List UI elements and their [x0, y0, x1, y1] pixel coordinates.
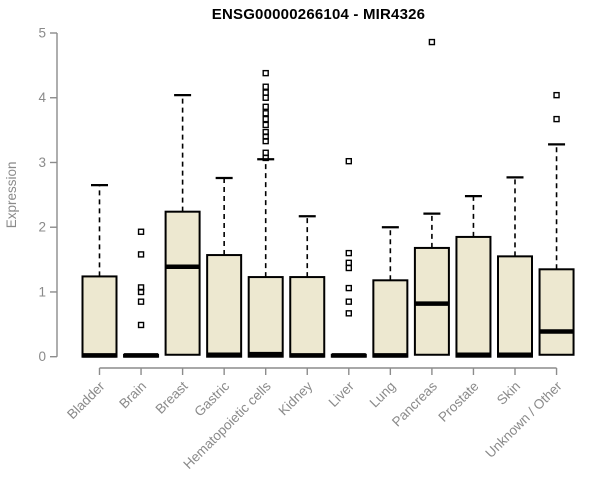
outlier-point	[345, 249, 352, 257]
outlier-point	[137, 284, 145, 291]
chart-title: ENSG00000266104 - MIR4326	[211, 6, 426, 23]
y-tick-label: 2	[38, 220, 46, 235]
box-group-unknown-other	[538, 91, 575, 356]
box-rect	[413, 246, 450, 356]
y-tick-label: 4	[38, 90, 46, 105]
outlier-point	[137, 228, 145, 235]
box-rect	[206, 254, 243, 358]
x-tick-label-liver: Liver	[326, 378, 358, 410]
x-tick-label-brain: Brain	[116, 379, 149, 412]
box-rect	[372, 279, 409, 358]
x-tick-label-breast: Breast	[153, 378, 191, 416]
box-group-gastric	[206, 176, 243, 358]
x-tick-label-pancreas: Pancreas	[389, 378, 440, 429]
outlier-point	[262, 110, 269, 117]
box-rect	[497, 255, 533, 358]
outlier-point	[262, 121, 269, 129]
y-tick-label: 3	[38, 155, 46, 170]
box-group-brain	[123, 228, 160, 358]
outlier-point	[553, 115, 560, 123]
box-rect	[164, 210, 201, 356]
box-rect	[538, 268, 575, 356]
y-tick-label: 1	[38, 284, 46, 299]
box-rect	[247, 276, 284, 358]
box-group-skin	[497, 176, 533, 358]
x-tick-label-kidney: Kidney	[276, 378, 316, 418]
y-tick-label: 0	[38, 349, 46, 364]
outlier-point	[345, 310, 352, 317]
outlier-point	[262, 115, 269, 123]
box-group-lung	[372, 226, 409, 358]
x-tick-label-prostate: Prostate	[435, 379, 481, 425]
outlier-point	[137, 321, 145, 329]
box-group-breast	[164, 94, 201, 356]
x-tick-label-gastric: Gastric	[191, 378, 232, 419]
box-group-liver	[330, 157, 367, 358]
outlier-point	[262, 149, 269, 156]
y-tick-label: 5	[38, 26, 46, 41]
outlier-point	[262, 94, 269, 101]
outlier-point	[428, 38, 436, 46]
outlier-point	[262, 69, 269, 77]
outlier-point	[262, 128, 269, 136]
outlier-point	[262, 103, 269, 111]
outlier-point	[345, 259, 352, 267]
box-rect	[455, 235, 492, 358]
outlier-point	[262, 89, 269, 96]
y-axis-title: Expression	[4, 161, 19, 228]
x-tick-label-lung: Lung	[367, 379, 399, 411]
box-group-prostate	[455, 195, 492, 358]
box-group-hematopoietic-cells	[247, 69, 284, 358]
box-group-kidney	[289, 215, 326, 358]
box-group-pancreas	[413, 38, 450, 356]
x-tick-label-bladder: Bladder	[64, 378, 108, 422]
outlier-point	[553, 91, 560, 99]
x-tick-label-unknown-other: Unknown / Other	[482, 378, 565, 461]
x-tick-label-skin: Skin	[494, 379, 523, 408]
box-rect	[289, 276, 326, 358]
box-group-bladder	[81, 184, 118, 358]
outlier-point	[345, 284, 352, 292]
box-rect	[81, 275, 118, 358]
outlier-point	[345, 264, 352, 272]
outlier-point	[137, 251, 145, 258]
outlier-point	[345, 298, 352, 305]
outlier-point	[137, 298, 145, 305]
outlier-point	[262, 83, 269, 90]
outlier-point	[345, 157, 352, 165]
